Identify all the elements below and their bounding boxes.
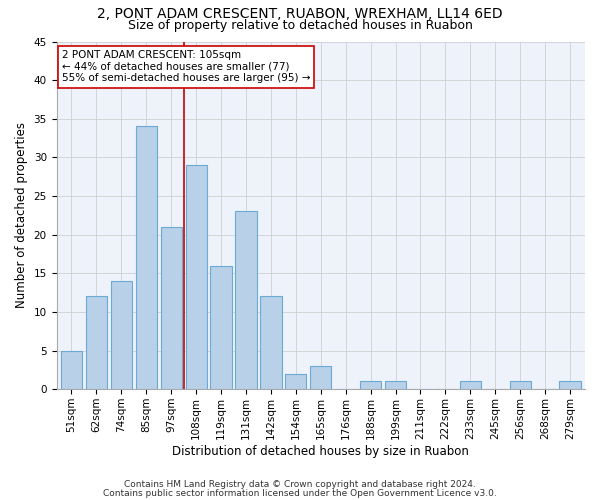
Bar [136,126,157,389]
Bar [185,165,207,389]
Bar [509,382,531,389]
Bar [285,374,307,389]
Bar [310,366,331,389]
Bar [61,350,82,389]
Bar [211,266,232,389]
Text: Size of property relative to detached houses in Ruabon: Size of property relative to detached ho… [128,18,472,32]
Bar [360,382,381,389]
Text: 2, PONT ADAM CRESCENT, RUABON, WREXHAM, LL14 6ED: 2, PONT ADAM CRESCENT, RUABON, WREXHAM, … [97,8,503,22]
Bar [385,382,406,389]
X-axis label: Distribution of detached houses by size in Ruabon: Distribution of detached houses by size … [172,444,469,458]
Bar [235,212,257,389]
Bar [86,296,107,389]
Bar [161,227,182,389]
Text: Contains public sector information licensed under the Open Government Licence v3: Contains public sector information licen… [103,488,497,498]
Y-axis label: Number of detached properties: Number of detached properties [15,122,28,308]
Bar [559,382,581,389]
Bar [260,296,281,389]
Text: Contains HM Land Registry data © Crown copyright and database right 2024.: Contains HM Land Registry data © Crown c… [124,480,476,489]
Text: 2 PONT ADAM CRESCENT: 105sqm
← 44% of detached houses are smaller (77)
55% of se: 2 PONT ADAM CRESCENT: 105sqm ← 44% of de… [62,50,310,84]
Bar [111,281,132,389]
Bar [460,382,481,389]
